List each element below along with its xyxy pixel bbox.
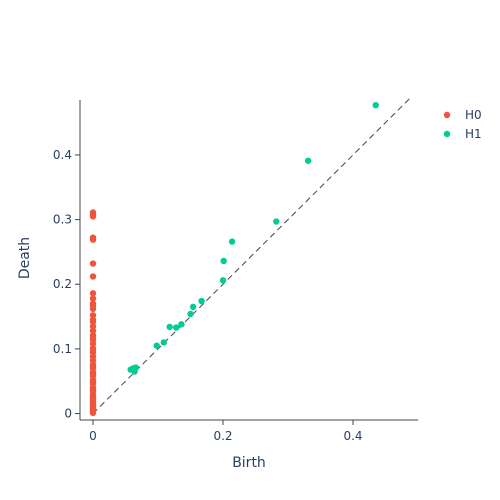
y-axis-title: Death: [17, 237, 33, 279]
point-h1: [173, 324, 180, 331]
point-h0: [89, 260, 97, 267]
x-axis-title: Birth: [232, 455, 266, 471]
y-ticks: 0 0.1 0.2 0.3 0.4: [53, 148, 80, 421]
point-h0: [89, 363, 97, 371]
point-h1: [219, 277, 227, 284]
x-tick-label: 0: [89, 429, 97, 443]
point-h0: [89, 396, 97, 404]
point-h1: [198, 297, 205, 305]
plot-area: 0 0.2 0.4 0 0.1 0.2 0.3 0.4: [53, 97, 418, 443]
point-h0: [89, 378, 97, 386]
point-h0: [89, 302, 97, 309]
data-points: [89, 101, 379, 417]
legend-item-h0[interactable]: H0: [443, 108, 482, 122]
x-ticks: 0 0.2 0.4: [89, 420, 363, 443]
y-tick-label: 0.2: [53, 277, 72, 291]
point-h0: [89, 323, 97, 330]
point-h0: [89, 407, 97, 415]
point-h1: [273, 218, 280, 225]
point-h1: [228, 238, 236, 245]
point-h1: [178, 321, 185, 328]
legend-item-h1[interactable]: H1: [443, 127, 482, 141]
point-h0: [89, 327, 97, 334]
point-h0: [89, 370, 97, 378]
point-h1: [166, 323, 173, 331]
y-tick-label: 0.4: [53, 148, 72, 162]
point-h0: [89, 213, 97, 220]
legend-label: H0: [465, 108, 482, 122]
point-h1: [304, 157, 312, 164]
diagonal-line: [92, 97, 411, 414]
point-h0: [89, 312, 97, 319]
legend-marker: [443, 130, 451, 138]
point-h1: [132, 364, 140, 371]
point-h1: [153, 342, 160, 349]
series-h1: [127, 101, 379, 375]
point-h0: [89, 402, 97, 409]
point-h0: [89, 290, 97, 297]
point-h0: [89, 273, 97, 280]
point-h1: [372, 101, 379, 109]
point-h0: [89, 334, 97, 341]
point-h0: [89, 316, 97, 323]
legend-marker: [443, 111, 451, 119]
point-h1: [160, 339, 168, 346]
point-h0: [89, 295, 97, 302]
point-h1: [220, 257, 227, 265]
point-h1: [189, 303, 197, 311]
point-h0: [89, 340, 97, 347]
y-tick-label: 0.1: [53, 342, 72, 356]
x-tick-label: 0.2: [213, 429, 232, 443]
legend-label: H1: [465, 127, 482, 141]
point-h1: [187, 310, 194, 318]
point-h0: [89, 347, 97, 355]
y-tick-label: 0: [64, 407, 72, 421]
point-h0: [89, 353, 97, 360]
y-tick-label: 0.3: [53, 213, 72, 227]
point-h0: [89, 386, 97, 393]
series-h0: [89, 209, 97, 417]
x-tick-label: 0.4: [343, 429, 362, 443]
point-h0: [89, 236, 97, 243]
